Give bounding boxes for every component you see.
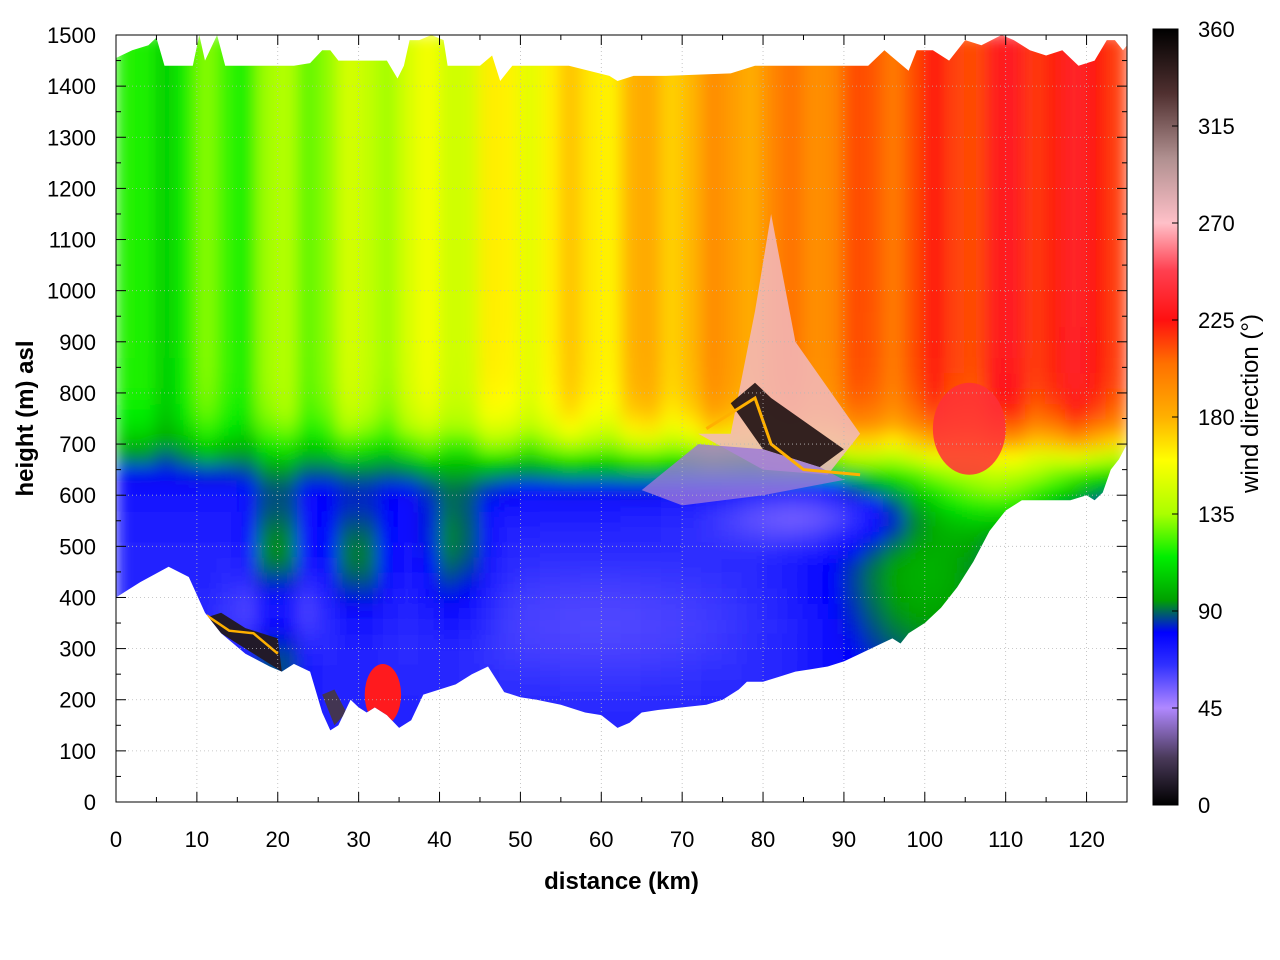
plume-edge <box>705 395 861 477</box>
x-tick-label: 100 <box>906 827 943 852</box>
pink-blob <box>932 382 1006 475</box>
y-axis-title: height (m) asl <box>12 340 39 496</box>
x-tick-label: 20 <box>266 827 290 852</box>
x-tick-label: 50 <box>508 827 532 852</box>
colorbar-tick-label: 180 <box>1198 405 1235 430</box>
y-tick-label: 700 <box>59 432 96 457</box>
x-tick-label: 70 <box>670 827 694 852</box>
y-tick-label: 500 <box>59 534 96 559</box>
colorbar-tick-label: 90 <box>1198 599 1222 624</box>
y-tick-label: 400 <box>59 585 96 610</box>
y-tick-label: 1500 <box>47 23 96 48</box>
colorbar-tick-label: 135 <box>1198 502 1235 527</box>
purple-lobe <box>641 444 844 506</box>
y-tick-label: 100 <box>59 739 96 764</box>
y-tick-label: 800 <box>59 381 96 406</box>
y-tick-label: 900 <box>59 330 96 355</box>
valley-edge <box>205 614 279 655</box>
gully-dark-region <box>322 689 347 726</box>
grid <box>116 35 1127 802</box>
x-axis-title: distance (km) <box>544 868 699 895</box>
colorbar-tick-label: 0 <box>1198 793 1210 818</box>
y-tick-label: 1300 <box>47 125 96 150</box>
tick-labels: 0 10 20 30 40 50 60 70 80 90 100 110 120010020030040… <box>47 23 1105 852</box>
y-tick-label: 1100 <box>49 228 96 253</box>
y-tick-label: 1000 <box>47 279 96 304</box>
y-tick-label: 200 <box>59 688 96 713</box>
y-tick-label: 0 <box>84 790 96 815</box>
x-tick-label: 120 <box>1068 827 1105 852</box>
colorbar: 0 45 90 135 180 225 270 315 360 <box>1152 17 1235 818</box>
y-tick-label: 300 <box>59 637 96 662</box>
x-tick-label: 40 <box>427 827 451 852</box>
x-tick-label: 110 <box>988 827 1023 852</box>
colorbar-tick-label: 270 <box>1198 211 1235 236</box>
y-tick-label: 600 <box>59 483 96 508</box>
x-tick-label: 90 <box>832 827 856 852</box>
colorbar-tick-label: 45 <box>1198 696 1222 721</box>
x-tick-label: 60 <box>589 827 613 852</box>
colorbar-title: wind direction (°) <box>1237 314 1264 494</box>
y-tick-label: 1400 <box>47 74 96 99</box>
axis-ticks <box>115 34 1128 803</box>
x-tick-label: 0 <box>110 827 122 852</box>
colorbar-tick-label: 360 <box>1198 17 1235 42</box>
x-tick-label: 30 <box>346 827 370 852</box>
plume-core <box>730 382 844 468</box>
y-tick-label: 1200 <box>47 176 96 201</box>
x-tick-label: 10 <box>185 827 209 852</box>
colorbar-ticks: 0 45 90 135 180 225 270 315 360 <box>1172 17 1235 818</box>
colorbar-tick-label: 315 <box>1198 114 1235 139</box>
x-tick-label: 80 <box>751 827 775 852</box>
colorbar-tick-label: 225 <box>1198 308 1235 333</box>
